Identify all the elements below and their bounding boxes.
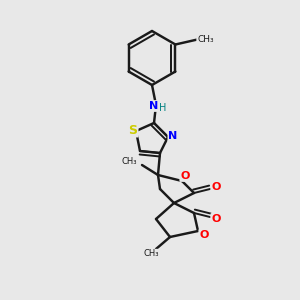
Text: S: S <box>128 124 137 136</box>
Text: O: O <box>199 230 209 240</box>
Text: H: H <box>159 103 167 113</box>
Text: O: O <box>180 171 190 181</box>
Text: N: N <box>168 131 178 141</box>
Text: N: N <box>149 101 159 111</box>
Text: O: O <box>211 214 221 224</box>
Text: O: O <box>211 182 221 192</box>
Text: CH₃: CH₃ <box>122 157 137 166</box>
Text: CH₃: CH₃ <box>197 35 214 44</box>
Text: CH₃: CH₃ <box>143 250 159 259</box>
